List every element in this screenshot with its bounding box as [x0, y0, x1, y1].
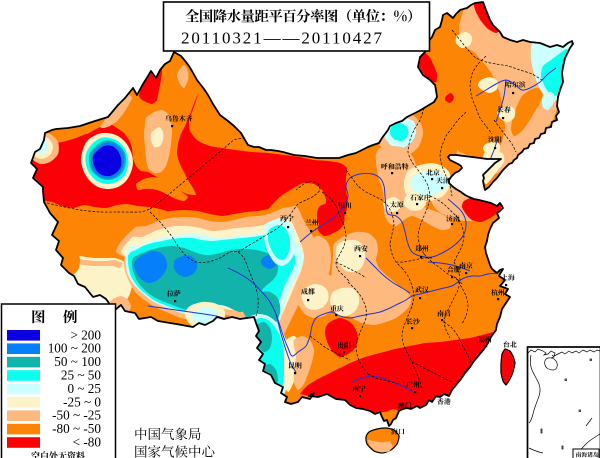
svg-text:-80 ~ -50: -80 ~ -50 [52, 421, 101, 436]
svg-text:25 ~ 50: 25 ~ 50 [61, 368, 102, 383]
svg-text:-50 ~ -25: -50 ~ -25 [52, 408, 101, 423]
svg-text:< -80: < -80 [73, 435, 102, 450]
svg-text:50 ~ 100: 50 ~ 100 [54, 354, 101, 369]
svg-text:100 ~ 200: 100 ~ 200 [48, 341, 102, 356]
svg-text:0 ~ 25: 0 ~ 25 [67, 381, 101, 396]
svg-text:20110321——20110427: 20110321——20110427 [181, 29, 384, 48]
svg-text:> 200: > 200 [70, 327, 101, 342]
svg-text:-25 ~ 0: -25 ~ 0 [63, 394, 101, 409]
